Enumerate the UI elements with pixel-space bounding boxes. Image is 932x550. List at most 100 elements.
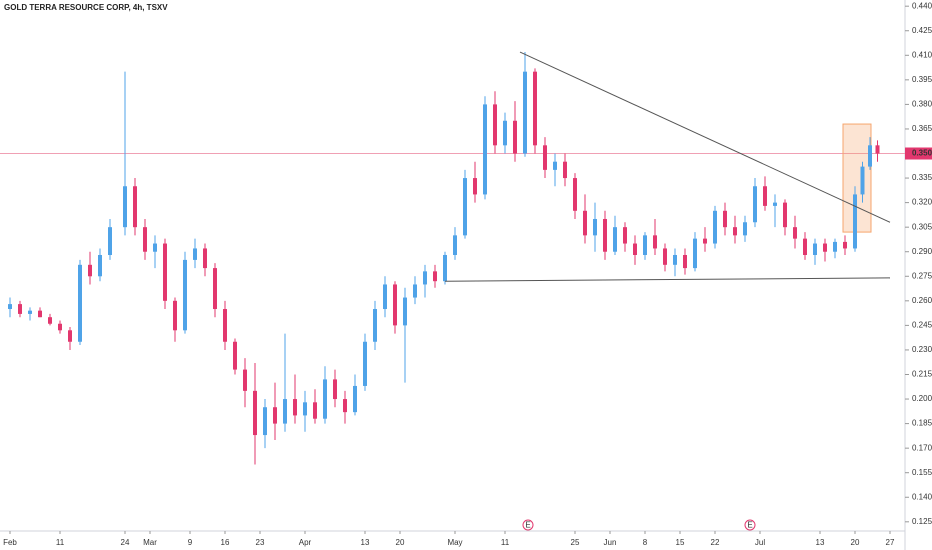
price-label: 0.350 xyxy=(912,149,932,158)
x-tick-label: 13 xyxy=(361,538,370,547)
x-tick-label: Mar xyxy=(143,538,157,547)
candle-body xyxy=(68,330,72,342)
x-tick-label: Feb xyxy=(3,538,17,547)
candle-body xyxy=(553,161,557,170)
x-tick-label: 25 xyxy=(571,538,580,547)
trend-line xyxy=(444,277,891,282)
candle-body xyxy=(633,243,637,255)
event-label: E xyxy=(525,521,530,530)
x-tick-label: Apr xyxy=(299,538,312,547)
x-tick-label: 23 xyxy=(256,538,265,547)
candle-body xyxy=(213,268,217,310)
event-marker xyxy=(522,519,534,531)
candle-body xyxy=(243,369,247,391)
y-tick-label: 0.260 xyxy=(912,296,932,305)
candle-body xyxy=(753,186,757,223)
y-tick-label: 0.230 xyxy=(912,345,932,354)
candle-body xyxy=(623,227,627,244)
candle-body xyxy=(303,402,307,416)
x-tick-label: May xyxy=(447,538,462,547)
candle-body xyxy=(513,120,517,154)
x-tick-label: 8 xyxy=(643,538,648,547)
candle-body xyxy=(463,178,467,236)
candle-body xyxy=(413,284,417,298)
candle-body xyxy=(843,241,847,249)
candle-body xyxy=(88,264,92,277)
candle-body xyxy=(153,243,157,252)
candle-body xyxy=(223,309,227,342)
candle-body xyxy=(38,310,42,318)
x-tick-label: 16 xyxy=(221,538,230,547)
x-tick-label: 24 xyxy=(121,538,130,547)
x-tick-label: 20 xyxy=(396,538,405,547)
candle-body xyxy=(743,222,747,236)
x-tick-label: 9 xyxy=(188,538,193,547)
candle-body xyxy=(583,210,587,236)
y-tick-label: 0.305 xyxy=(912,222,932,231)
candle-body xyxy=(643,235,647,255)
candle-body xyxy=(133,186,137,228)
y-tick-label: 0.320 xyxy=(912,198,932,207)
candle-body xyxy=(713,210,717,244)
y-tick-label: 0.425 xyxy=(912,26,932,35)
candle-body xyxy=(28,310,32,314)
event-marker xyxy=(744,519,756,531)
candle-body xyxy=(363,341,367,386)
x-tick-label: 13 xyxy=(816,538,825,547)
candle-body xyxy=(8,304,12,310)
candle-body xyxy=(193,248,197,260)
candle-body xyxy=(783,202,787,228)
y-tick-label: 0.335 xyxy=(912,173,932,182)
y-tick-label: 0.395 xyxy=(912,75,932,84)
candle-body xyxy=(293,399,297,416)
candle-body xyxy=(503,120,507,146)
candle-body xyxy=(663,248,667,265)
y-tick-label: 0.215 xyxy=(912,370,932,379)
chart-title: GOLD TERRA RESOURCE CORP, 4h, TSXV xyxy=(4,3,168,12)
candle-body xyxy=(273,407,277,424)
event-label: E xyxy=(747,521,752,530)
candle-body xyxy=(693,238,697,269)
y-tick-label: 0.440 xyxy=(912,1,932,10)
candle-body xyxy=(853,194,857,249)
candle-body xyxy=(453,235,457,255)
candle-body xyxy=(543,145,547,170)
y-tick-label: 0.365 xyxy=(912,124,932,133)
candle-body xyxy=(443,254,447,282)
candle-body xyxy=(763,186,767,206)
candle-body xyxy=(263,407,267,436)
candle-body xyxy=(98,254,102,277)
x-tick-label: 20 xyxy=(851,538,860,547)
candle-body xyxy=(203,248,207,269)
y-tick-label: 0.185 xyxy=(912,419,932,428)
trend-line xyxy=(519,51,891,223)
candle-body xyxy=(523,71,527,154)
candle-body xyxy=(868,145,872,167)
candle-body xyxy=(163,243,167,301)
candle-body xyxy=(343,399,347,413)
candle-body xyxy=(483,104,487,195)
candle-body xyxy=(78,264,82,342)
y-tick-label: 0.245 xyxy=(912,320,932,329)
x-tick-label: 11 xyxy=(501,538,510,547)
candle-body xyxy=(493,104,497,146)
candle-body xyxy=(433,271,437,282)
candle-body xyxy=(253,390,257,436)
candle-body xyxy=(58,323,62,331)
candle-body xyxy=(48,317,52,324)
candle-body xyxy=(173,300,177,331)
candle-body xyxy=(393,284,397,326)
candle-body xyxy=(323,379,327,419)
candle-body xyxy=(283,399,287,424)
y-tick-label: 0.275 xyxy=(912,271,932,280)
y-tick-label: 0.155 xyxy=(912,468,932,477)
price-label-box xyxy=(905,147,932,160)
x-tick-label: 27 xyxy=(886,538,895,547)
candle-body xyxy=(333,379,337,400)
candle-body xyxy=(233,341,237,370)
x-tick-label: Jun xyxy=(604,538,617,547)
candle-body xyxy=(143,227,147,252)
candle-body xyxy=(573,178,577,211)
